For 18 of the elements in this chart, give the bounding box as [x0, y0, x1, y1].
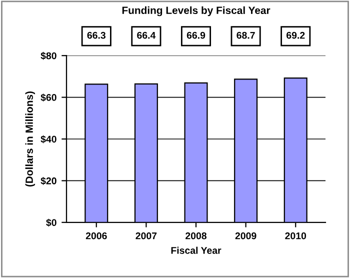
y-tick-label: $60	[40, 94, 56, 102]
x-tick-label: 2009	[235, 232, 256, 240]
x-tick-label: 2008	[186, 232, 207, 240]
y-tick-label: $80	[40, 52, 56, 60]
y-tick-label: $0	[46, 218, 56, 227]
data-label: 66.3	[87, 32, 106, 39]
data-label: 66.9	[186, 32, 206, 39]
data-label: 69.2	[286, 32, 305, 39]
x-axis-title: Fiscal Year	[171, 246, 222, 254]
y-tick-label: $40	[40, 135, 56, 144]
data-label: 68.7	[236, 32, 255, 39]
y-axis-title: (Dollars in Millions)	[25, 91, 36, 187]
chart-title: Funding Levels by Fiscal Year	[122, 6, 270, 16]
x-tick-label: 2010	[285, 232, 306, 240]
x-tick-label: 2006	[86, 232, 107, 240]
data-label: 66.4	[137, 32, 156, 39]
x-tick-label: 2007	[136, 232, 157, 240]
y-tick-label: $20	[40, 177, 56, 185]
